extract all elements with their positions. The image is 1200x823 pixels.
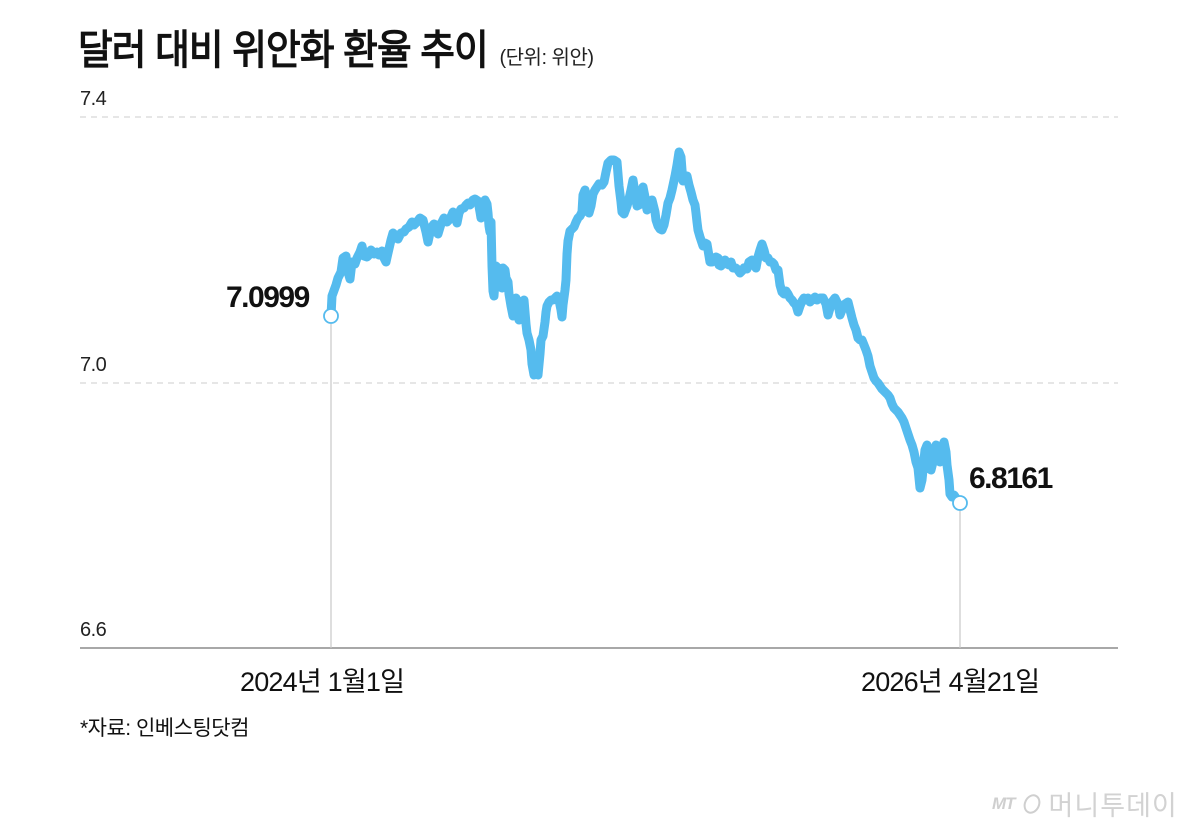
- end-point-marker: [952, 495, 968, 511]
- y-tick-7-0: 7.0: [80, 354, 107, 376]
- x-tick-start: 2024년 1월1일: [240, 667, 405, 697]
- start-point-marker: [323, 308, 339, 324]
- mt-logo-mark: MT: [992, 793, 1016, 813]
- publisher-logo: MT 머니투데이: [992, 784, 1178, 823]
- chart-header: 달러 대비 위안화 환율 추이 (단위: 위안): [78, 16, 594, 76]
- publisher-name: 머니투데이: [1048, 791, 1178, 821]
- source-note: *자료: 인베스팅닷컴: [80, 717, 249, 740]
- chart-unit: (단위: 위안): [499, 47, 594, 69]
- exchange-rate-line: [326, 147, 965, 508]
- y-tick-6-6: 6.6: [80, 619, 107, 641]
- start-value-label: 7.0999: [226, 281, 310, 314]
- logo-swirl-icon: [1023, 793, 1040, 814]
- x-tick-end: 2026년 4월21일: [861, 667, 1040, 697]
- chart-title: 달러 대비 위안화 환율 추이: [78, 27, 489, 73]
- y-tick-7-4: 7.4: [80, 88, 107, 110]
- end-value-label: 6.8161: [969, 462, 1053, 495]
